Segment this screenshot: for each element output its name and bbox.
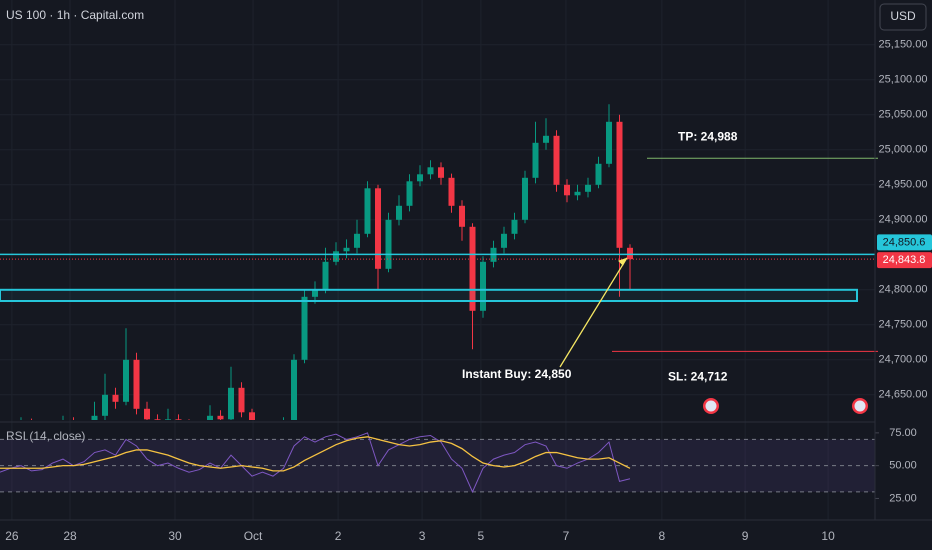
candle-body bbox=[322, 261, 329, 290]
rsi-pane bbox=[0, 432, 875, 494]
candle-body bbox=[406, 181, 413, 206]
entry-arrow bbox=[559, 257, 628, 368]
x-tick-label: 7 bbox=[563, 529, 570, 543]
candle-body bbox=[133, 359, 140, 409]
x-tick-label: 2 bbox=[335, 529, 342, 543]
y-tick-label: 24,750.00 bbox=[879, 319, 928, 331]
candle-body bbox=[249, 412, 255, 420]
y-tick-label: 24,900.00 bbox=[879, 214, 928, 226]
price-pane bbox=[20, 104, 633, 420]
arrow-head bbox=[618, 257, 627, 266]
candle-body bbox=[616, 121, 623, 248]
symbol-title: US 100 · 1h · Capital.com bbox=[6, 8, 144, 22]
candle-body bbox=[511, 219, 518, 234]
candle-body bbox=[417, 174, 423, 182]
candle-body bbox=[459, 205, 465, 227]
price-label: 24,843.8 bbox=[883, 254, 926, 266]
x-tick-label: 5 bbox=[478, 529, 485, 543]
overlay bbox=[0, 157, 878, 368]
candle-body bbox=[238, 387, 245, 413]
event-icon[interactable] bbox=[852, 398, 868, 414]
x-tick-label: 9 bbox=[742, 529, 749, 543]
candle-body bbox=[564, 184, 570, 196]
candle-body bbox=[522, 177, 528, 220]
candle-body bbox=[364, 188, 371, 234]
candle-body bbox=[574, 191, 581, 196]
candle-body bbox=[480, 261, 486, 311]
candle-body bbox=[532, 142, 539, 178]
sl-label: SL: 24,712 bbox=[668, 370, 728, 384]
candle-body bbox=[543, 135, 549, 143]
rsi-tick-label: 25.00 bbox=[889, 492, 917, 504]
y-tick-label: 25,150.00 bbox=[879, 39, 928, 51]
candle-body bbox=[438, 167, 444, 178]
rsi-title: RSI (14, close) bbox=[6, 429, 85, 443]
candle-body bbox=[396, 205, 402, 220]
candle-body bbox=[112, 394, 119, 402]
candle-body bbox=[553, 135, 560, 185]
x-tick-label: Oct bbox=[244, 529, 263, 543]
event-icon bbox=[705, 400, 717, 412]
y-tick-label: 24,800.00 bbox=[879, 284, 928, 296]
x-tick-label: 3 bbox=[419, 529, 426, 543]
support-zone bbox=[0, 288, 858, 302]
candle-body bbox=[585, 184, 591, 192]
y-tick-label: 24,700.00 bbox=[879, 354, 928, 366]
candle-body bbox=[312, 289, 318, 297]
candle-body bbox=[291, 359, 297, 420]
x-tick-label: 28 bbox=[63, 529, 77, 543]
candle-body bbox=[595, 163, 602, 185]
candle-body bbox=[102, 394, 108, 416]
rsi-line bbox=[0, 432, 631, 494]
candle-body bbox=[375, 188, 381, 269]
candle-body bbox=[144, 408, 150, 420]
y-tick-label: 25,050.00 bbox=[879, 109, 928, 121]
candle-body bbox=[333, 251, 339, 262]
candle-body bbox=[385, 219, 392, 269]
candle-body bbox=[154, 419, 161, 420]
candle-body bbox=[627, 247, 633, 260]
rsi-tick-label: 75.00 bbox=[889, 427, 917, 439]
y-tick-label: 24,650.00 bbox=[879, 389, 928, 401]
candle-body bbox=[207, 415, 213, 420]
x-tick-label: 10 bbox=[821, 529, 835, 543]
x-tick-label: 8 bbox=[659, 529, 666, 543]
price-label-box bbox=[877, 252, 932, 269]
candle-body bbox=[354, 233, 360, 248]
tp-label: TP: 24,988 bbox=[678, 129, 738, 143]
candle-body bbox=[165, 419, 171, 420]
candle-body bbox=[91, 415, 98, 420]
event-icon[interactable] bbox=[703, 398, 719, 414]
event-icon bbox=[854, 400, 866, 412]
candle-body bbox=[175, 419, 182, 420]
candle-body bbox=[427, 167, 434, 175]
x-tick-label: 30 bbox=[168, 529, 182, 543]
price-label-box bbox=[877, 234, 932, 251]
candle-body bbox=[469, 226, 476, 311]
y-tick-label: 24,950.00 bbox=[879, 179, 928, 191]
candle-body bbox=[228, 387, 234, 420]
y-tick-label: 25,000.00 bbox=[879, 144, 928, 156]
currency-button[interactable] bbox=[879, 3, 927, 31]
candle-body bbox=[343, 247, 350, 252]
price-label: 24,850.6 bbox=[883, 236, 926, 248]
candle-body bbox=[448, 177, 455, 206]
entry-label: Instant Buy: 24,850 bbox=[462, 367, 572, 381]
candle-body bbox=[501, 233, 507, 248]
candle-body bbox=[301, 296, 308, 360]
y-tick-label: 25,100.00 bbox=[879, 74, 928, 86]
rsi-ma-line bbox=[0, 436, 631, 472]
candle-body bbox=[123, 359, 129, 402]
candle-body bbox=[606, 121, 612, 164]
x-tick-label: 26 bbox=[5, 529, 19, 543]
rsi-tick-label: 50.00 bbox=[889, 460, 917, 472]
currency-label: USD bbox=[890, 9, 916, 23]
candle-body bbox=[217, 415, 224, 420]
